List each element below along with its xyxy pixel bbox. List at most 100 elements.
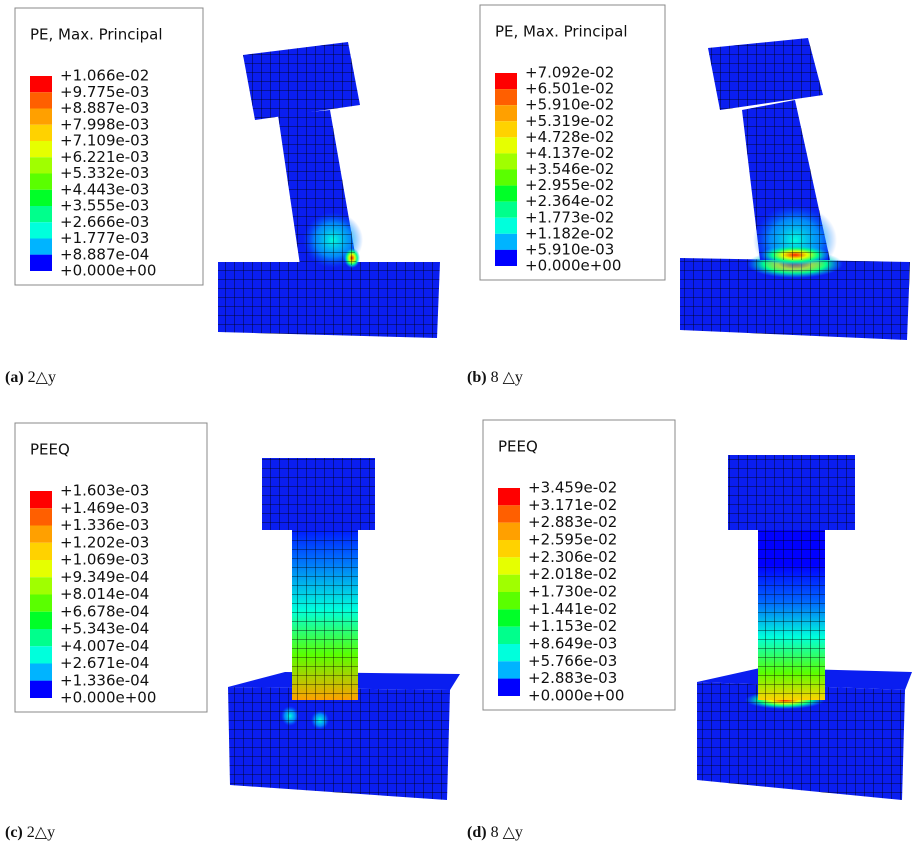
color-swatch — [30, 157, 52, 174]
legend-label: +3.546e-02 — [525, 160, 614, 178]
legend-label: +8.887e-04 — [60, 245, 149, 263]
legend: PE, Max. Principal+1.066e-02+9.775e-03+8… — [14, 7, 204, 286]
legend-label: +4.443e-03 — [60, 180, 149, 198]
legend-label: +5.910e-02 — [525, 96, 614, 114]
legend-label: +3.555e-03 — [60, 197, 149, 215]
legend-label: +0.000e+00 — [60, 262, 156, 280]
color-swatch — [495, 249, 517, 266]
legend-label: +9.775e-03 — [60, 83, 149, 101]
legend-label: +4.728e-02 — [525, 128, 614, 146]
color-swatch — [30, 254, 52, 271]
legend-title: PE, Max. Principal — [495, 23, 628, 41]
color-swatch — [495, 217, 517, 234]
color-swatch — [498, 644, 520, 662]
caption: (c) 2△y — [5, 824, 55, 841]
caption-label: (d) — [467, 824, 487, 841]
caption-text: 8 △y — [491, 369, 523, 386]
color-swatch — [30, 629, 52, 647]
color-swatch — [495, 105, 517, 122]
color-swatch — [30, 646, 52, 664]
legend-label: +6.501e-02 — [525, 80, 614, 98]
color-swatch — [495, 73, 517, 90]
color-swatch — [30, 238, 52, 255]
model-c — [228, 458, 460, 800]
caption-label: (b) — [467, 369, 487, 386]
legend-label: +1.773e-02 — [525, 208, 614, 226]
legend-label: +1.066e-02 — [60, 67, 149, 85]
legend: PE, Max. Principal+7.092e-02+6.501e-02+5… — [479, 4, 666, 281]
caption-text: 2△y — [28, 369, 56, 386]
legend-label: +6.221e-03 — [60, 148, 149, 166]
color-swatch — [498, 522, 520, 540]
color-swatch — [30, 222, 52, 239]
color-swatch — [30, 663, 52, 681]
legend: PEEQ +1.603e-03+1.469e-03+1.336e-03+1.202… — [14, 422, 208, 713]
caption: (b) 8 △y — [467, 369, 523, 386]
color-swatch — [30, 141, 52, 158]
legend-label: +2.018e-02 — [528, 565, 617, 583]
legend-label: +5.332e-03 — [60, 164, 149, 182]
caption: (a) 2△y — [5, 369, 56, 386]
color-swatch — [30, 542, 52, 560]
legend-label: +1.336e-04 — [60, 671, 149, 689]
color-swatch — [30, 173, 52, 190]
color-swatch — [30, 189, 52, 206]
legend-label: +0.000e+00 — [528, 687, 624, 705]
legend-label: +2.595e-02 — [528, 531, 617, 549]
legend-label: +2.955e-02 — [525, 176, 614, 194]
color-swatch — [495, 137, 517, 154]
legend-label: +2.883e-03 — [528, 669, 617, 687]
legend-label: +1.202e-03 — [60, 533, 149, 551]
color-swatch — [495, 121, 517, 138]
legend-label: +0.000e+00 — [60, 689, 156, 707]
legend-label: +3.459e-02 — [528, 479, 617, 497]
color-swatch — [30, 560, 52, 578]
legend-label: +2.883e-02 — [528, 513, 617, 531]
model-a — [218, 42, 440, 338]
color-swatch — [30, 508, 52, 526]
legend: PEEQ +3.459e-02+3.171e-02+2.883e-02+2.595… — [482, 419, 676, 711]
legend-label: +4.007e-04 — [60, 637, 149, 655]
legend-label: +8.649e-03 — [528, 635, 617, 653]
legend-label: +1.069e-03 — [60, 551, 149, 569]
legend-label: +2.306e-02 — [528, 548, 617, 566]
color-swatch — [495, 153, 517, 170]
caption-label: (c) — [5, 824, 23, 841]
legend-label: +1.336e-03 — [60, 516, 149, 534]
color-swatch — [498, 626, 520, 644]
color-swatch — [30, 594, 52, 612]
color-swatch — [30, 680, 52, 698]
legend-label: +5.319e-02 — [525, 112, 614, 130]
color-swatch — [498, 540, 520, 558]
legend-title: PE, Max. Principal — [30, 26, 163, 44]
legend-label: +8.887e-03 — [60, 99, 149, 117]
color-swatch — [30, 611, 52, 629]
legend-label: +5.343e-04 — [60, 620, 149, 638]
legend-label: +1.153e-02 — [528, 617, 617, 635]
legend-label: +1.441e-02 — [528, 600, 617, 618]
legend-label: +0.000e+00 — [525, 257, 621, 275]
color-swatch — [30, 491, 52, 509]
color-swatch — [30, 577, 52, 595]
model-b — [680, 38, 910, 340]
legend-label: +2.364e-02 — [525, 192, 614, 210]
caption-text: 2△y — [27, 824, 55, 841]
legend-label: +7.092e-02 — [525, 64, 614, 82]
color-swatch — [498, 678, 520, 696]
legend-label: +1.777e-03 — [60, 229, 149, 247]
legend-label: +1.730e-02 — [528, 583, 617, 601]
color-swatch — [498, 609, 520, 627]
legend-title: PEEQ — [30, 441, 70, 459]
color-swatch — [498, 661, 520, 679]
legend-label: +6.678e-04 — [60, 602, 149, 620]
color-swatch — [30, 525, 52, 543]
legend-label: +2.671e-04 — [60, 654, 149, 672]
color-swatch — [495, 89, 517, 106]
legend-label: +7.109e-03 — [60, 132, 149, 150]
color-swatch — [30, 76, 52, 93]
color-swatch — [495, 185, 517, 202]
legend-label: +3.171e-02 — [528, 496, 617, 514]
caption-label: (a) — [5, 369, 24, 386]
legend-label: +1.182e-02 — [525, 224, 614, 242]
